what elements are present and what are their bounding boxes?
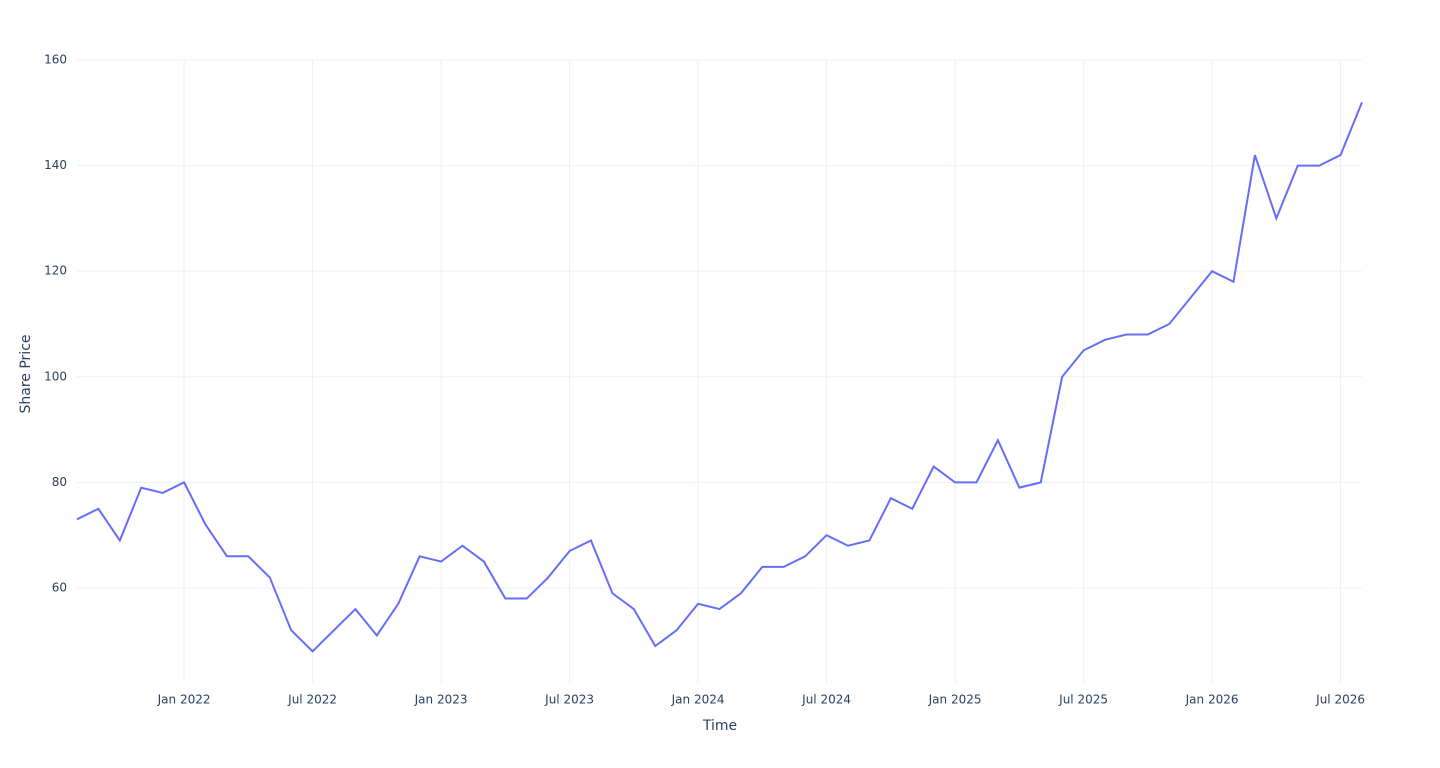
price-line — [76, 101, 1363, 653]
y-tick-label: 100 — [44, 369, 67, 383]
y-tick-label: 80 — [52, 475, 67, 489]
y-tick-label: 60 — [52, 580, 67, 594]
x-tick-label: Jan 2022 — [157, 693, 211, 707]
x-tick-label: Jul 2024 — [801, 693, 851, 707]
x-tick-label: Jul 2023 — [544, 693, 594, 707]
x-tick-label: Jul 2025 — [1058, 693, 1108, 707]
y-tick-label: 120 — [44, 264, 67, 278]
x-tick-label: Jul 2022 — [287, 693, 337, 707]
x-tick-label: Jan 2025 — [928, 693, 982, 707]
y-tick-label: 160 — [44, 53, 67, 67]
y-tick-label: 140 — [44, 158, 67, 172]
x-tick-label: Jul 2026 — [1315, 693, 1365, 707]
x-tick-label: Jan 2026 — [1185, 693, 1239, 707]
x-tick-label: Jan 2023 — [414, 693, 468, 707]
y-axis-title: Share Price — [18, 334, 34, 413]
x-axis-title: Time — [702, 718, 737, 734]
x-tick-label: Jan 2024 — [671, 693, 725, 707]
